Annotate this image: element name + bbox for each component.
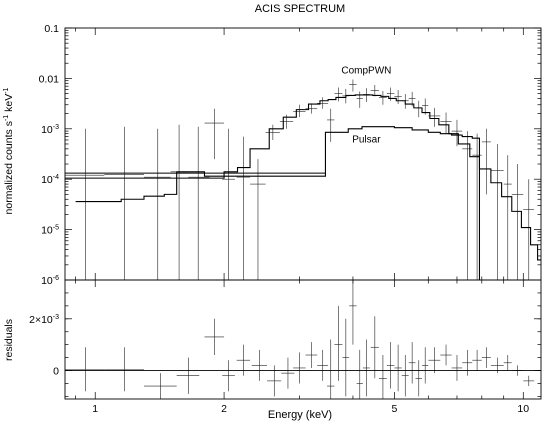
spectrum-data-point: [349, 79, 357, 92]
residual-data-point: [143, 373, 177, 399]
x-tick-label: 2: [221, 403, 227, 415]
spectrum-data-point: [265, 124, 280, 140]
residuals-plot-frame: [64, 279, 542, 400]
residual-data-point: [386, 342, 395, 389]
residual-data-point: [408, 342, 416, 384]
spectrum-data-point: [490, 143, 504, 280]
spectrum-data-point: [222, 128, 235, 280]
x-tick-label: 1: [92, 403, 98, 415]
spectrum-data-point: [503, 155, 512, 280]
spectrum-data-point: [523, 179, 535, 280]
model-annotation: CompPWN: [341, 66, 391, 77]
residual-data-point: [281, 357, 295, 389]
residual-data-point: [317, 349, 329, 381]
residual-data-point: [462, 349, 473, 376]
y-axis-label-mid: keV: [3, 94, 15, 115]
y-axis-label-bottom: residuals: [3, 319, 15, 361]
model-step-line: [65, 126, 481, 280]
residual-data-point: [356, 349, 363, 399]
residual-data-point: [451, 355, 463, 381]
residual-data-point: [104, 347, 144, 392]
y-tick-label: 10-4: [41, 174, 59, 186]
spectrum-data-point: [415, 100, 423, 118]
residual-data-point: [440, 344, 452, 366]
residual-data-point: [472, 349, 482, 371]
spectrum-data-point: [440, 112, 452, 134]
model-annotation: Pulsar: [352, 135, 381, 146]
residual-data-point: [251, 349, 268, 381]
residual-data-point: [428, 347, 441, 374]
spectrum-data-point: [334, 87, 343, 102]
y-axis-label-exp1: -1: [3, 115, 10, 121]
spectrum-data-point: [511, 164, 524, 280]
residual-data-point: [523, 375, 535, 387]
spectrum-data-point: [370, 84, 379, 97]
residual-data-point: [305, 342, 318, 368]
data-layer: [65, 79, 541, 399]
residual-data-point: [394, 344, 402, 392]
residual-data-point: [422, 347, 429, 384]
spectrum-data-point: [170, 124, 189, 280]
y-axis-label-top: normalized counts s-1 keV-1: [3, 87, 15, 214]
residual-y-tick-label: 0: [53, 366, 59, 378]
spectrum-data-point: [451, 119, 463, 147]
spectrum-data-point: [104, 126, 144, 280]
axes-layer: 0.1 0.01 10-3 10-4 10-5 10-6 1 2 5 10 2×10-3 0 CompP…: [29, 23, 542, 415]
y-tick-label: 10-5: [41, 225, 59, 237]
residual-data-point: [415, 360, 423, 397]
residual-data-point: [362, 339, 370, 397]
spectrum-data-point: [356, 91, 363, 108]
residual-data-point: [267, 365, 282, 397]
spectrum-data-point: [317, 97, 329, 109]
residual-data-point: [481, 347, 491, 368]
spectrum-data-point: [65, 128, 105, 280]
spectrum-data-point: [204, 108, 225, 160]
spectrum-data-point: [472, 133, 482, 280]
residual-data-point: [342, 318, 350, 397]
spectrum-data-point: [378, 91, 387, 105]
residual-data-point: [503, 355, 512, 371]
y-tick-label: 0.01: [39, 73, 60, 85]
y-tick-label: 10-3: [41, 124, 59, 136]
residual-y-tick-label: 2×10-3: [29, 314, 59, 326]
spectrum-data-point: [481, 128, 491, 195]
spectrum-data-point: [188, 126, 210, 280]
residual-data-point: [176, 357, 200, 394]
y-axis-label-exp2: -1: [3, 87, 10, 93]
chart-title: ACIS SPECTRUM: [255, 3, 345, 15]
residual-data-point: [293, 352, 306, 384]
spectrum-data: [65, 79, 541, 280]
y-tick-label: 10-6: [41, 275, 59, 287]
x-axis-label: Energy (keV): [268, 409, 332, 421]
spectrum-data-point: [143, 128, 171, 280]
residual-data-point: [236, 344, 251, 376]
y-axis-label-main: normalized counts s: [3, 121, 15, 214]
residual-data-point: [334, 305, 343, 381]
spectrum-data-point: [293, 104, 306, 118]
residual-data-point: [327, 339, 335, 399]
spectrum-data-point: [394, 89, 402, 105]
residual-data-point: [204, 318, 225, 356]
spectrum-data-point: [462, 131, 473, 280]
residual-data-point: [370, 316, 379, 379]
spectrum-data-point: [236, 136, 251, 280]
y-tick-label: 0.1: [44, 23, 59, 35]
residual-data-point: [349, 280, 357, 345]
spectrum-data-point: [327, 108, 335, 142]
model-step-line: [75, 94, 541, 261]
residual-data: [65, 280, 541, 399]
x-tick-label: 5: [391, 403, 397, 415]
residual-data-point: [222, 360, 235, 392]
residual-data-point: [401, 355, 409, 397]
x-tick-label: 10: [517, 403, 529, 415]
spectrum-data-point: [305, 103, 318, 114]
residual-data-point: [378, 355, 387, 399]
spectrum-data-point: [250, 159, 266, 280]
residual-data-point: [65, 347, 105, 392]
